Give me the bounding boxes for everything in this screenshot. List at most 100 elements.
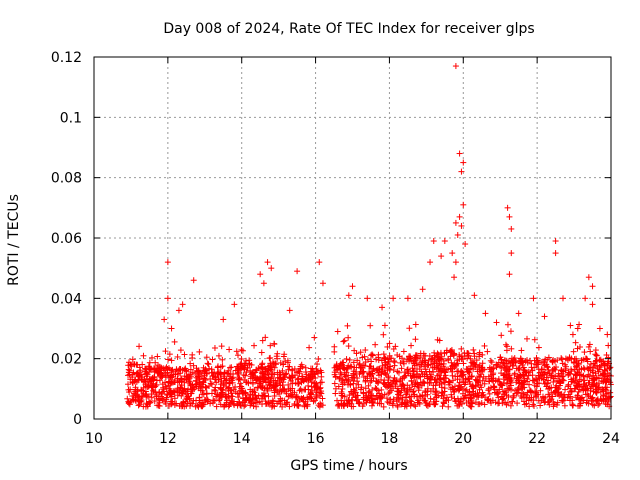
baseline-point: [389, 400, 396, 407]
baseline-point: [402, 400, 409, 407]
baseline-point: [251, 342, 258, 349]
baseline-point: [375, 387, 382, 394]
baseline-point: [125, 381, 132, 388]
baseline-point: [417, 361, 424, 368]
baseline-point: [190, 397, 197, 404]
baseline-point: [514, 389, 521, 396]
baseline-point: [196, 348, 203, 355]
baseline-point: [469, 373, 476, 380]
baseline-point: [593, 386, 600, 393]
baseline-point: [467, 403, 474, 410]
baseline-point: [493, 364, 500, 371]
baseline-point: [181, 351, 188, 358]
baseline-point: [487, 384, 494, 391]
baseline-point: [571, 366, 578, 373]
baseline-point: [202, 377, 209, 384]
baseline-point: [234, 402, 241, 409]
baseline-point: [381, 380, 388, 387]
baseline-point: [362, 385, 369, 392]
baseline-point: [461, 381, 468, 388]
baseline-point: [434, 350, 441, 357]
baseline-point: [126, 401, 133, 408]
baseline-point: [155, 402, 162, 409]
baseline-point: [589, 381, 596, 388]
baseline-point: [215, 392, 222, 399]
baseline-point: [260, 393, 267, 400]
baseline-point: [386, 399, 393, 406]
baseline-point: [465, 352, 472, 359]
baseline-point: [408, 342, 415, 349]
baseline-point: [333, 362, 340, 369]
baseline-point: [242, 357, 249, 364]
baseline-point: [203, 370, 210, 377]
baseline-point: [264, 387, 271, 394]
baseline-point: [467, 365, 474, 372]
baseline-point: [497, 363, 504, 370]
baseline-point: [305, 382, 312, 389]
baseline-point: [596, 400, 603, 407]
baseline-point: [226, 346, 233, 353]
baseline-point: [398, 365, 405, 372]
baseline-point: [331, 343, 338, 350]
baseline-point: [257, 365, 264, 372]
baseline-point: [561, 402, 568, 409]
baseline-point: [316, 385, 323, 392]
baseline-point: [439, 403, 446, 410]
baseline-point: [236, 376, 243, 383]
baseline-point: [317, 384, 324, 391]
baseline-point: [168, 374, 175, 381]
baseline-point: [267, 342, 274, 349]
baseline-point: [406, 325, 413, 332]
baseline-point: [199, 403, 206, 410]
baseline-point: [463, 399, 470, 406]
baseline-point: [581, 349, 588, 356]
baseline-point: [458, 345, 465, 352]
baseline-point: [341, 337, 348, 344]
baseline-point: [531, 336, 538, 343]
baseline-point: [585, 371, 592, 378]
baseline-point: [404, 388, 411, 395]
baseline-point: [367, 322, 374, 329]
baseline-point: [146, 359, 153, 366]
baseline-point: [481, 380, 488, 387]
data-points: [124, 63, 614, 410]
baseline-point: [366, 388, 373, 395]
baseline-point: [318, 373, 325, 380]
baseline-point: [550, 378, 557, 385]
baseline-point: [454, 376, 461, 383]
baseline-point: [415, 387, 422, 394]
baseline-point: [127, 386, 134, 393]
baseline-point: [187, 360, 194, 367]
baseline-point: [568, 366, 575, 373]
baseline-point: [380, 403, 387, 410]
baseline-point: [185, 386, 192, 393]
baseline-point: [507, 328, 514, 335]
baseline-point: [476, 353, 483, 360]
baseline-point: [397, 359, 404, 366]
baseline-point: [253, 366, 260, 373]
baseline-point: [574, 345, 581, 352]
baseline-point: [219, 356, 226, 363]
baseline-point: [605, 342, 612, 349]
baseline-point: [168, 357, 175, 364]
baseline-point: [447, 353, 454, 360]
baseline-point: [135, 402, 142, 409]
baseline-point: [302, 364, 309, 371]
baseline-point: [349, 397, 356, 404]
baseline-point: [427, 361, 434, 368]
baseline-point: [357, 364, 364, 371]
baseline-point: [283, 370, 290, 377]
baseline-point: [570, 348, 577, 355]
baseline-point: [354, 357, 361, 364]
baseline-point: [474, 390, 481, 397]
baseline-point: [415, 397, 422, 404]
baseline-point: [190, 362, 197, 369]
baseline-point: [566, 370, 573, 377]
baseline-point: [351, 364, 358, 371]
baseline-point: [572, 394, 579, 401]
baseline-point: [258, 349, 265, 356]
baseline-point: [317, 367, 324, 374]
baseline-point: [213, 403, 220, 410]
baseline-point: [346, 392, 353, 399]
baseline-point: [487, 357, 494, 364]
